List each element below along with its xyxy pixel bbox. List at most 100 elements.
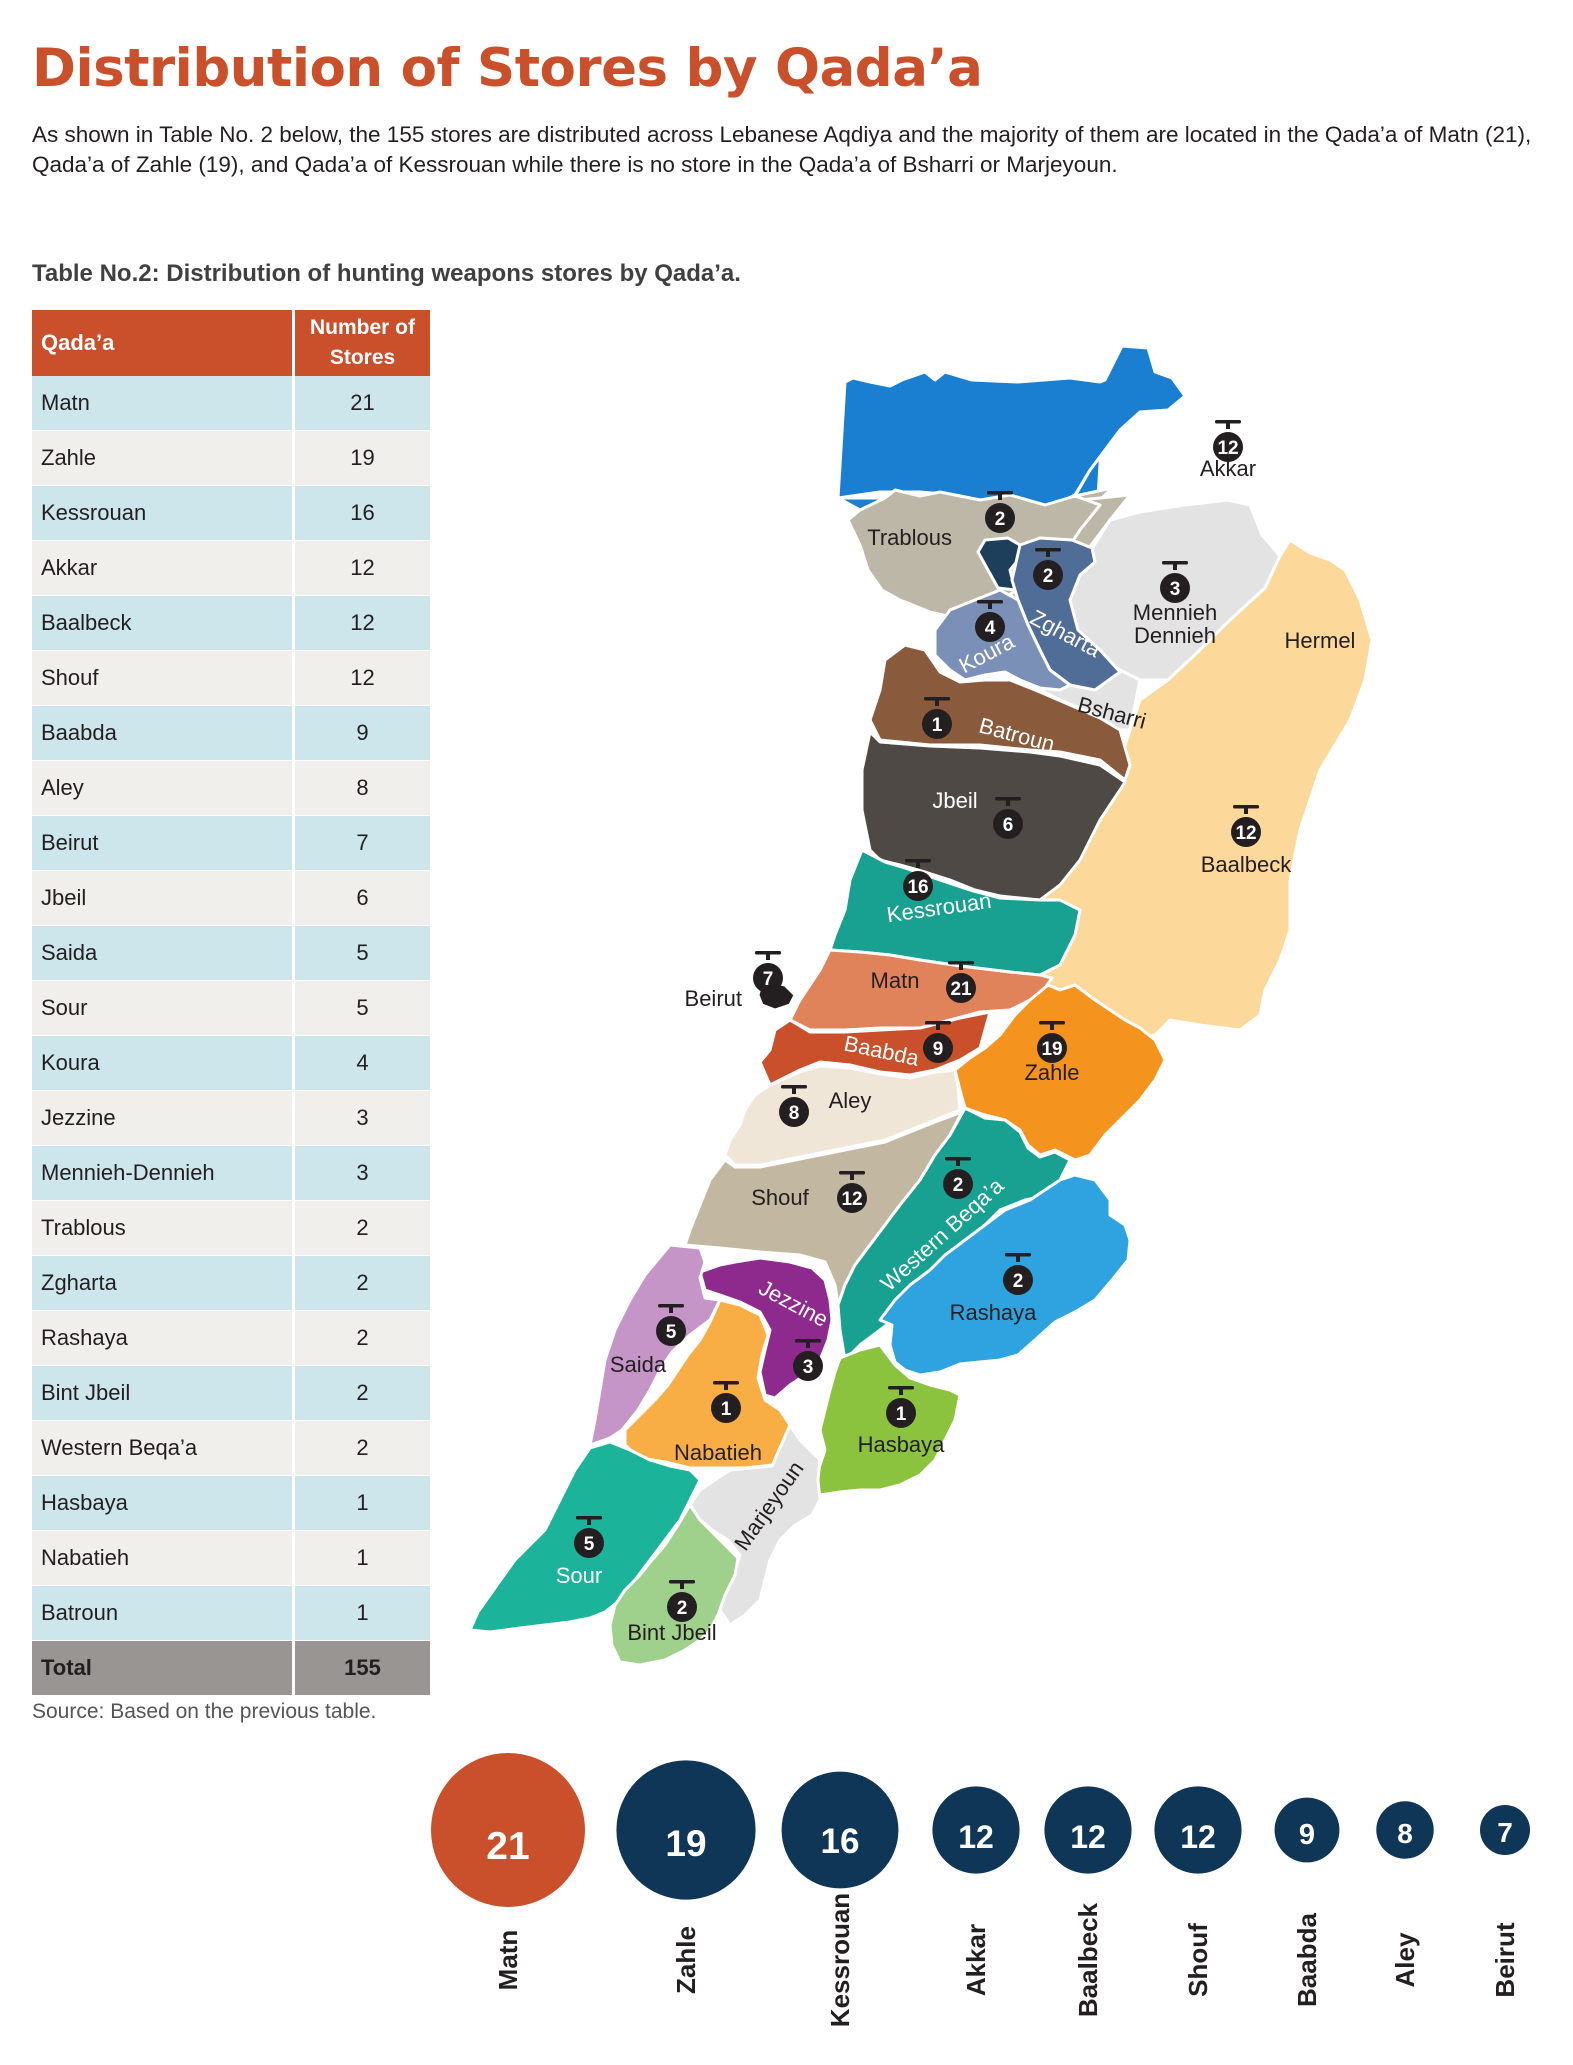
store-pin-icon: 2	[1003, 1253, 1033, 1295]
bubble-mark	[1044, 1786, 1132, 1874]
region-hasbaya	[813, 1343, 962, 1497]
store-count-cell: 5	[293, 925, 430, 981]
map-count-hasbaya: 1	[896, 1404, 907, 1425]
bubble-aley: 8 Aley	[1376, 1801, 1434, 1987]
map-count-jbeil: 6	[1003, 815, 1014, 836]
map-count-sour: 5	[584, 1534, 595, 1555]
map-count-aley: 8	[789, 1103, 800, 1124]
header-number-of-stores: Number of Stores	[293, 310, 430, 376]
map-count-mennieh-dennieh: 3	[1170, 579, 1181, 600]
store-pin-icon: 12	[1213, 420, 1243, 462]
qadaa-cell: Kessrouan	[32, 485, 295, 541]
bubble-kessrouan: 16 Kessrouan	[781, 1771, 899, 2027]
bubble-category-label: Baalbeck	[1073, 1902, 1103, 2017]
store-count-cell: 2	[293, 1420, 430, 1476]
store-pin-icon: 1	[886, 1386, 916, 1428]
source-note: Source: Based on the previous table.	[32, 1700, 377, 1723]
table-row: Nabatieh 1	[32, 1530, 430, 1586]
bubble-zahle: 19 Zahle	[616, 1760, 756, 1994]
qadaa-cell: Matn	[32, 376, 295, 431]
qadaa-cell: Zgharta	[32, 1255, 295, 1311]
map-label-matn: Matn	[871, 968, 920, 993]
bubble-category-label: Zahle	[671, 1926, 701, 1994]
map-count-trablous: 2	[995, 509, 1006, 530]
region-zahle	[953, 983, 1167, 1162]
bubble-value: 12	[1180, 1819, 1216, 1855]
table-row: Sour 5	[32, 980, 430, 1036]
region-matn	[788, 948, 1054, 1032]
map-count-baabda: 9	[933, 1039, 944, 1060]
qadaa-cell: Sour	[32, 980, 295, 1036]
map-label-trablous: Trablous	[867, 525, 952, 550]
map-label-hasbaya: Hasbaya	[858, 1432, 946, 1457]
header-qadaa: Qada’a	[32, 310, 295, 376]
store-pin-icon: 3	[793, 1339, 823, 1381]
map-label-nabatieh: Nabatieh	[674, 1440, 762, 1465]
store-count-cell: 8	[293, 760, 430, 816]
region-baabda	[758, 1010, 992, 1087]
region-aley	[723, 1064, 962, 1167]
total-value: 155	[293, 1640, 430, 1696]
qadaa-cell: Baabda	[32, 705, 295, 761]
table-row: Jezzine 3	[32, 1090, 430, 1146]
store-count-cell: 9	[293, 705, 430, 761]
total-label: Total	[32, 1640, 295, 1696]
table-row: Koura 4	[32, 1035, 430, 1091]
table-row: Jbeil 6	[32, 870, 430, 926]
qadaa-cell: Jezzine	[32, 1090, 295, 1146]
region-akkar	[836, 344, 1187, 514]
store-pin-icon: 2	[943, 1157, 973, 1199]
qadaa-cell: Koura	[32, 1035, 295, 1091]
bubble-value: 19	[665, 1823, 706, 1864]
qadaa-cell: Hasbaya	[32, 1475, 295, 1531]
store-pin-icon: 4	[975, 600, 1005, 642]
table-row: Beirut 7	[32, 815, 430, 871]
map-label-shouf: Shouf	[751, 1185, 809, 1210]
table-row: Mennieh-Dennieh 3	[32, 1145, 430, 1201]
map-count-bint-jbeil: 2	[677, 1598, 688, 1619]
bubble-mark	[1274, 1797, 1340, 1863]
bubble-baabda: 9 Baabda	[1274, 1797, 1340, 2007]
table-row: Kessrouan 16	[32, 485, 430, 541]
map-count-batroun: 1	[932, 715, 943, 736]
bubble-mark	[932, 1786, 1020, 1874]
table-row: Bint Jbeil 2	[32, 1365, 430, 1421]
map-count-shouf: 12	[841, 1189, 862, 1210]
table-row: Akkar 12	[32, 540, 430, 596]
map-label-beirut: Beirut	[685, 986, 742, 1011]
region-marjeyoun	[688, 1423, 822, 1627]
store-count-cell: 19	[293, 430, 430, 486]
store-pin-icon: 8	[779, 1085, 809, 1127]
store-pin-icon: 1	[711, 1381, 741, 1423]
table-row: Hasbaya 1	[32, 1475, 430, 1531]
table-body: Matn 21 Zahle 19 Kessrouan 16 Akkar 12 Baalbeck 1…	[32, 376, 430, 1696]
bubble-value: 16	[821, 1822, 860, 1861]
store-count-cell: 21	[293, 376, 430, 431]
map-count-beirut: 7	[763, 969, 774, 990]
map-count-nabatieh: 1	[721, 1399, 732, 1420]
qadaa-cell: Saida	[32, 925, 295, 981]
table-row: Aley 8	[32, 760, 430, 816]
region-batroun	[868, 643, 1132, 782]
qadaa-cell: Nabatieh	[32, 1530, 295, 1586]
store-pin-icon: 2	[1033, 548, 1063, 590]
bubble-category-label: Matn	[493, 1930, 523, 1991]
map-label-sour: Sour	[556, 1563, 602, 1588]
bubble-mark	[1376, 1801, 1434, 1859]
map-label-jbeil: Jbeil	[932, 788, 977, 813]
store-count-cell: 2	[293, 1310, 430, 1366]
map-count-western-beqa-a: 2	[953, 1175, 964, 1196]
bubble-value: 12	[958, 1819, 994, 1855]
bubble-akkar: 12 Akkar	[932, 1786, 1020, 1996]
table-row: Rashaya 2	[32, 1310, 430, 1366]
bubble-baalbeck: 12 Baalbeck	[1044, 1786, 1132, 2017]
store-pin-icon: 9	[923, 1021, 953, 1063]
region-baalbeck	[1026, 538, 1374, 1047]
store-count-cell: 4	[293, 1035, 430, 1091]
store-pin-icon: 12	[1231, 805, 1261, 847]
map-label-aley: Aley	[829, 1088, 872, 1113]
store-count-cell: 12	[293, 650, 430, 706]
table-row: Shouf 12	[32, 650, 430, 706]
qadaa-cell: Batroun	[32, 1585, 295, 1641]
